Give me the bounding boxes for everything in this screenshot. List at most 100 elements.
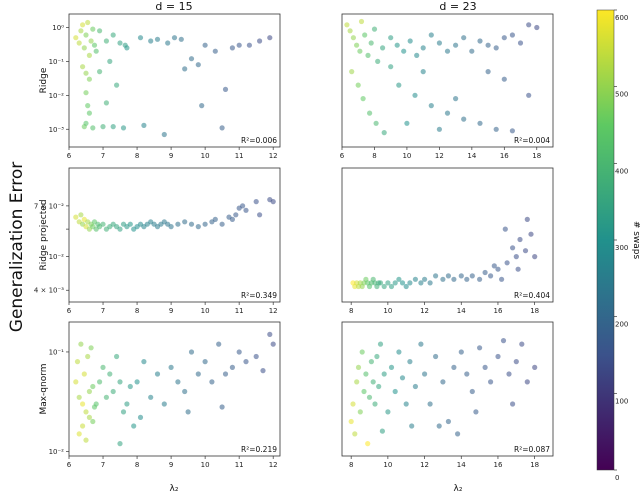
scatter-point [260,368,266,374]
scatter-point [195,224,201,230]
scatter-point [380,45,386,51]
scatter-point [376,383,382,390]
scatter-point [253,353,259,360]
scatter-point [78,212,84,218]
scatter-point [141,122,147,128]
scatter-point [117,40,123,46]
scatter-point [418,280,424,286]
row-ylabel: Max-qnorm [39,363,49,414]
scatter-point [240,203,246,209]
scatter-point [509,32,515,38]
x-tick-label: 7 [101,461,105,469]
scatter-point [502,226,508,232]
scatter-point [396,276,402,282]
scatter-point [524,216,530,222]
scatter-point [493,126,499,132]
scatter-point [445,273,451,279]
scatter-point [444,48,451,54]
scatter-point [477,120,483,126]
scatter-point [117,226,123,232]
scatter-point [78,28,84,34]
scatter-point [90,418,96,425]
scatter-point [404,120,410,126]
scatter-point [461,35,467,41]
scatter-point [455,431,461,437]
scatter-point [103,100,109,106]
colorbar-tick-label: 400 [615,167,628,175]
x-tick-label: 12 [269,461,278,469]
colorbar [596,9,615,471]
scatter-point [362,32,368,38]
scatter-point [451,364,457,370]
scatter-point [202,221,208,227]
xlabel-right: λ₂ [454,484,463,494]
scatter-point [120,409,127,415]
scatter-point [114,82,120,88]
scatter-point [103,38,109,44]
scatter-point [188,221,195,227]
x-tick-label: 10 [201,152,210,160]
scatter-point [420,69,426,75]
scatter-point [344,22,350,28]
scatter-point [377,280,384,286]
x-tick-label: 12 [420,461,429,469]
scatter-point [427,401,433,407]
scatter-point [355,364,362,370]
scatter-point [222,86,229,92]
r2-label: R²=0.004 [514,136,550,145]
scatter-point [458,273,464,279]
scatter-point [267,35,273,41]
colorbar-tick-label: 300 [615,244,628,252]
scatter-point [81,371,87,377]
scatter-point [117,379,123,385]
scatter-point [124,401,130,407]
scatter-point [367,110,373,116]
scatter-point [436,423,442,429]
colorbar-tick-label: 600 [615,14,628,22]
scatter-point [517,236,523,243]
scatter-point [182,219,188,225]
y-tick-label: 10⁻¹ [49,348,65,356]
scatter-point [236,42,242,48]
scatter-point [86,110,92,116]
x-tick-label: 9 [169,461,173,469]
scatter-point [212,48,218,54]
scatter-point [407,38,413,44]
colorbar-tick-label: 500 [615,91,628,99]
scatter-point [422,276,428,282]
scatter-point [526,22,532,28]
x-tick-label: 16 [500,152,509,160]
scatter-point [154,371,161,377]
scatter-point [195,371,201,377]
scatter-point [532,254,538,260]
scatter-point [524,379,530,385]
scatter-point [461,116,467,122]
scatter-point [107,58,113,64]
x-tick-label: 14 [467,152,476,160]
scatter-point [97,69,103,75]
figure-ylabel: Generalization Error [7,162,27,332]
scatter-point [350,401,356,407]
scatter-point [83,32,89,38]
scatter-point [371,26,378,32]
panel-frame [68,167,281,303]
x-tick-label: 18 [530,307,539,315]
x-tick-label: 14 [457,461,466,469]
x-tick-label: 10 [383,461,392,469]
scatter-point [368,40,374,46]
x-tick-label: 8 [135,152,139,160]
scatter-point [433,353,439,360]
scatter-point [453,42,459,48]
scatter-point [412,276,418,282]
scatter-point [396,82,402,88]
scatter-point [485,69,491,75]
scatter-point [127,221,133,227]
scatter-point [414,52,420,59]
panel-r2-c1: 8 10 12 14 16 18 R²=0.087 [341,321,554,469]
scatter-point [270,199,276,205]
x-tick-label: 8 [349,307,353,315]
scatter-point [532,364,538,370]
scatter-point [381,371,387,377]
scatter-point [114,353,120,360]
scatter-point [361,388,367,395]
